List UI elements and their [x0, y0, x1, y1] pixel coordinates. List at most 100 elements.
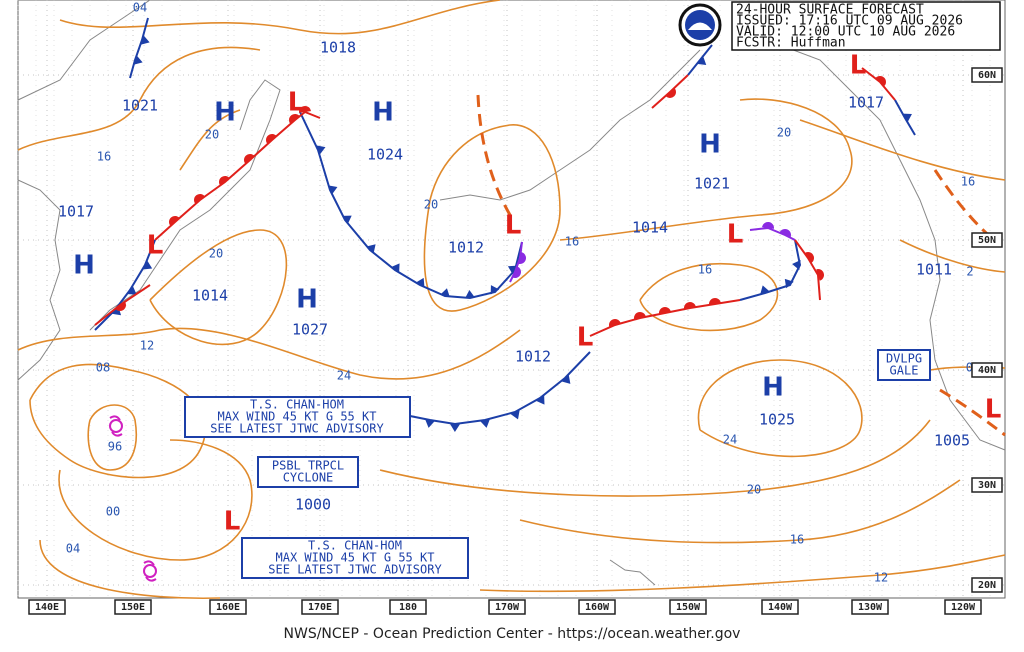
pressure-value: 1005 — [934, 432, 970, 450]
longitude-box — [669, 599, 707, 615]
fronts — [94, 17, 916, 432]
advisory-box — [877, 349, 931, 381]
latitude-label: 30N — [978, 480, 996, 491]
pressure-value: 1014 — [632, 219, 668, 237]
isobar-label: 04 — [133, 1, 147, 15]
front — [94, 239, 156, 331]
isobar — [899, 239, 1006, 273]
isobar-label: 20 — [205, 128, 219, 142]
pressure-symbol: H — [73, 251, 95, 281]
front — [739, 239, 802, 301]
isobar-label: 16 — [97, 150, 111, 164]
isobar-labels: 04 16 20 20 12 08 24 20 16 20 16 24 20 1… — [66, 1, 980, 585]
latitude-box — [971, 67, 1003, 83]
front — [749, 222, 796, 241]
pressure-symbol: L — [727, 220, 744, 250]
isobar — [519, 479, 961, 544]
advisory-box — [241, 537, 469, 579]
longitude-label: 130W — [858, 602, 883, 613]
advisory-box: DVLPG GALE — [877, 349, 931, 381]
isobar-label: 16 — [961, 175, 975, 189]
isobar — [423, 124, 561, 312]
latitude-box — [971, 577, 1003, 593]
isobar — [87, 404, 137, 471]
pressure-symbol: L — [505, 211, 522, 241]
isobar — [58, 439, 253, 561]
coastline — [17, 0, 151, 381]
advisory-box — [184, 396, 411, 438]
isobar — [29, 363, 206, 479]
advisory-box: SEE LATEST JTWC ADVISORY — [210, 422, 384, 436]
advisory-box — [257, 456, 359, 488]
longitude-box — [389, 599, 427, 615]
pressure-symbol: L — [577, 323, 594, 353]
pressure-symbol: H — [296, 285, 318, 315]
map-frame — [17, 0, 1006, 599]
latitude-label: 40N — [978, 365, 996, 376]
isobar-label: 16 — [790, 533, 804, 547]
trough — [933, 169, 1001, 247]
front — [894, 99, 916, 136]
latitude-label: 20N — [978, 580, 996, 591]
isobar — [379, 419, 931, 497]
isobar-label: 20 — [747, 483, 761, 497]
longitude-label: 170E — [308, 602, 332, 613]
advisory-box: T.S. CHAN-HOM — [250, 398, 344, 412]
front — [94, 284, 151, 326]
isobar — [59, 0, 501, 35]
longitude-box — [578, 599, 616, 615]
advisory-box: PSBL TRPCL CYCLONE — [257, 456, 359, 488]
isobar-label: 20 — [209, 247, 223, 261]
longitude-label: 150W — [676, 602, 701, 613]
longitude-label: 140E — [35, 602, 59, 613]
longitude-box — [944, 599, 982, 615]
pressure-symbol: H — [214, 98, 236, 128]
pressure-symbol: L — [224, 507, 241, 537]
latitude-box — [971, 362, 1003, 378]
header: 24-HOUR SURFACE FORECAST — [736, 3, 924, 18]
header — [731, 1, 1001, 51]
pressure-value: 1000 — [295, 496, 331, 514]
coastline — [609, 559, 656, 586]
storm-icons — [109, 415, 157, 582]
isobar — [559, 98, 853, 241]
pressure-value: 1012 — [515, 348, 551, 366]
longitude-label: 180 — [399, 602, 417, 613]
front — [509, 241, 526, 283]
front — [861, 67, 896, 101]
pressure-value: 1027 — [292, 321, 328, 339]
trough — [939, 388, 1006, 437]
front — [299, 111, 523, 300]
isobar-label: 2 — [966, 265, 973, 279]
advisory-box: DVLPG — [886, 352, 922, 366]
isobar-label: 96 — [108, 440, 122, 454]
longitude-label: 150E — [121, 602, 145, 613]
longitude-box — [851, 599, 889, 615]
storm-icon — [109, 419, 123, 433]
front — [409, 351, 591, 432]
pressure-symbol: H — [762, 373, 784, 403]
header: FCSTR: Huffman — [736, 36, 846, 51]
pressure-value: 1011 — [916, 261, 952, 279]
isobar — [479, 554, 1006, 593]
longitude-label: 160E — [216, 602, 240, 613]
front — [687, 44, 713, 76]
pressure-symbol: L — [850, 51, 867, 81]
pressure-value: 1018 — [320, 39, 356, 57]
isobar-label: 16 — [565, 235, 579, 249]
advisory-box: PSBL TRPCL — [272, 459, 344, 473]
advisory-box: T.S. CHAN-HOM MAX WIND 45 KT G 55 KT SEE… — [241, 537, 469, 579]
storm-icon — [143, 560, 157, 582]
pressure-symbol: L — [147, 231, 164, 261]
pressure-value: 1017 — [58, 203, 94, 221]
latitude-label: 60N — [978, 70, 996, 81]
isobar — [799, 119, 1006, 181]
advisory-box: SEE LATEST JTWC ADVISORY — [268, 563, 442, 577]
isobar — [17, 46, 261, 151]
header: ISSUED: 17:16 UTC 09 AUG 2026 — [736, 14, 963, 29]
isobar-label: 24 — [723, 433, 737, 447]
advisory-box: T.S. CHAN-HOM — [308, 539, 402, 553]
pressure-value: 1021 — [694, 175, 730, 193]
longitude-label: 120W — [951, 602, 976, 613]
